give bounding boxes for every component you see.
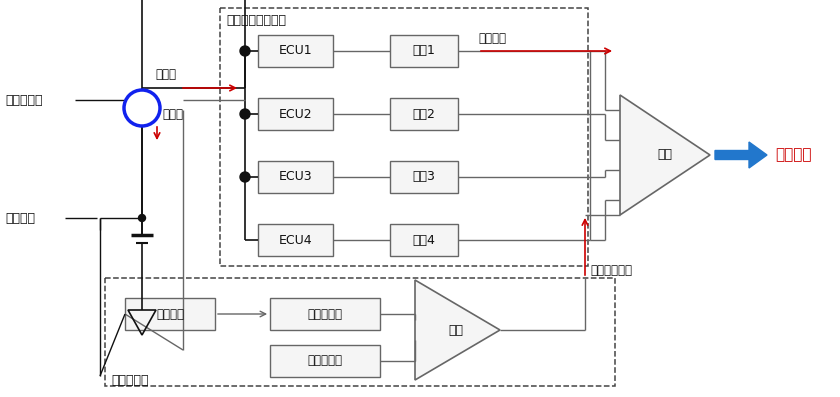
Polygon shape (620, 95, 710, 215)
Text: 車両電装システム: 車両電装システム (226, 13, 286, 27)
Bar (390, 98, 458, 130)
Bar (220, 8, 588, 266)
Polygon shape (415, 280, 500, 380)
Text: 電流値: 電流値 (162, 108, 183, 121)
Text: 動作推定器: 動作推定器 (111, 374, 149, 387)
Text: 学習データ: 学習データ (307, 355, 343, 368)
Bar (270, 298, 380, 330)
Text: 負荷1: 負荷1 (412, 44, 435, 58)
Polygon shape (715, 142, 767, 168)
Text: 比較: 比較 (658, 148, 673, 162)
Text: 動作推定情報: 動作推定情報 (590, 264, 632, 276)
Text: ECU2: ECU2 (279, 108, 312, 121)
Text: 負荷3: 負荷3 (412, 170, 435, 183)
Circle shape (240, 172, 250, 182)
Circle shape (124, 90, 160, 126)
Text: 動作情報: 動作情報 (478, 33, 506, 46)
Text: 波形分割: 波形分割 (156, 308, 184, 320)
Text: 特徴点抽出: 特徴点抽出 (307, 308, 343, 320)
Bar (258, 98, 333, 130)
Bar (125, 298, 215, 330)
Circle shape (240, 46, 250, 56)
Text: ECU4: ECU4 (279, 233, 312, 247)
Bar (390, 224, 458, 256)
Bar (258, 224, 333, 256)
Text: 電流センサ: 電流センサ (5, 94, 43, 106)
Text: 実電流: 実電流 (155, 69, 176, 81)
Text: ECU1: ECU1 (279, 44, 312, 58)
Bar (270, 345, 380, 377)
Text: 推定: 推定 (448, 324, 463, 337)
Bar (390, 35, 458, 67)
Text: 負荷4: 負荷4 (412, 233, 435, 247)
Bar (390, 161, 458, 193)
Circle shape (139, 214, 145, 222)
Text: 異常判定: 異常判定 (775, 148, 811, 162)
Bar (258, 35, 333, 67)
Text: ECU3: ECU3 (279, 170, 312, 183)
Bar (105, 278, 615, 386)
Circle shape (240, 109, 250, 119)
Bar (258, 161, 333, 193)
Text: バッテリ: バッテリ (5, 212, 35, 224)
Text: 負荷2: 負荷2 (412, 108, 435, 121)
